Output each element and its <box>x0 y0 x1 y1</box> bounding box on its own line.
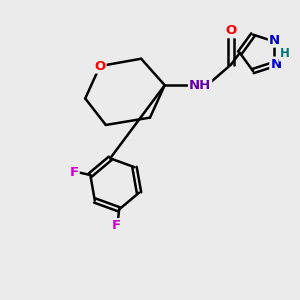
Text: N: N <box>269 34 280 46</box>
Text: F: F <box>112 219 121 232</box>
Text: N: N <box>270 58 281 70</box>
Text: H: H <box>280 47 290 61</box>
Text: O: O <box>225 24 237 37</box>
Text: F: F <box>70 166 79 178</box>
Text: O: O <box>94 60 106 73</box>
Text: NH: NH <box>189 79 211 92</box>
